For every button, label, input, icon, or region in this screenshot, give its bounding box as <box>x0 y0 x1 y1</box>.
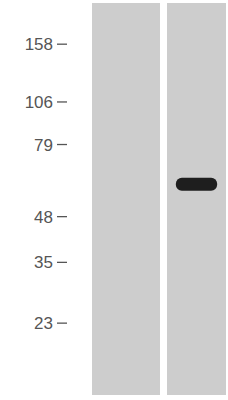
tick-mark <box>57 322 67 323</box>
tick-mark <box>57 101 67 102</box>
tick-mark <box>57 262 67 263</box>
tick-mark <box>57 44 67 45</box>
tick-label: 79 <box>34 136 53 155</box>
root: 158 106 79 48 35 23 <box>0 0 228 400</box>
lane <box>92 3 160 395</box>
blot-figure: 158 106 79 48 35 23 <box>0 0 228 400</box>
tick-label: 35 <box>34 253 53 272</box>
tick-mark <box>57 216 67 217</box>
tick-label: 158 <box>25 35 53 54</box>
bands <box>176 178 217 191</box>
band <box>176 178 217 191</box>
tick-label: 48 <box>34 208 53 227</box>
tick-label: 23 <box>34 314 53 333</box>
tick-label: 106 <box>25 93 53 112</box>
lane <box>167 3 226 395</box>
tick-mark <box>57 144 67 145</box>
